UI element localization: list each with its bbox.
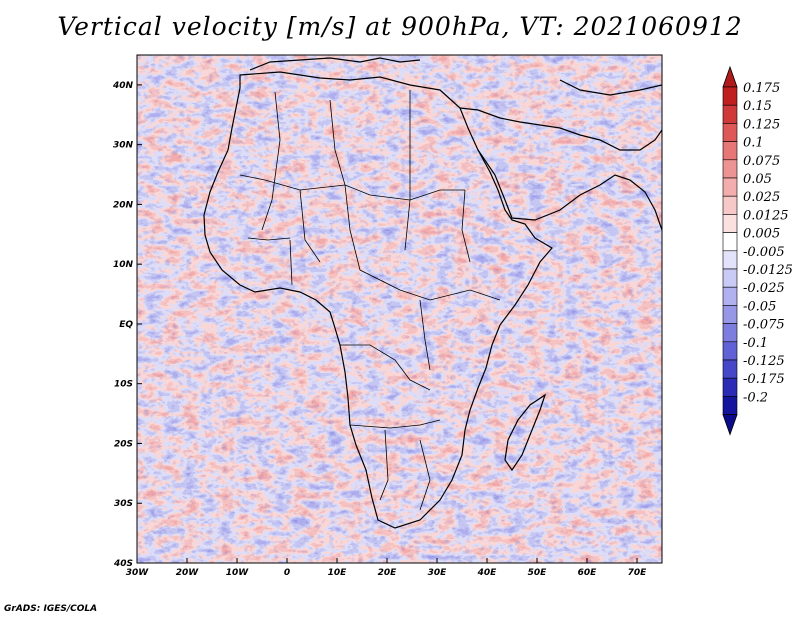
colorbar-swatch bbox=[722, 396, 738, 415]
colorbar-label: -0.075 bbox=[743, 318, 785, 333]
colorbar-swatch bbox=[722, 86, 738, 106]
colorbar-label: -0.005 bbox=[743, 245, 785, 260]
coastlines bbox=[203, 57, 662, 529]
colorbar-swatch bbox=[722, 177, 738, 197]
colorbar-label: -0.0125 bbox=[743, 263, 793, 278]
colorbar-swatch bbox=[722, 341, 738, 361]
chart-title: Vertical velocity [m/s] at 900hPa, VT: 2… bbox=[57, 12, 743, 41]
colorbar: 0.175 0.15 0.125 0.1 0.075 0.05 0.025 0.0125 0.0… bbox=[722, 65, 793, 436]
lat-label: EQ bbox=[119, 320, 133, 330]
colorbar-label: 0.0125 bbox=[743, 208, 789, 223]
footer-credit: GrADS: IGES/COLA bbox=[4, 604, 98, 614]
colorbar-label: 0.175 bbox=[743, 81, 780, 96]
colorbar-swatch bbox=[722, 359, 738, 379]
colorbar-label: 0.15 bbox=[743, 99, 772, 114]
map-frame bbox=[136, 54, 663, 564]
lon-label: 20E bbox=[378, 568, 398, 578]
lon-label: 20W bbox=[176, 568, 200, 578]
lon-label: 10W bbox=[226, 568, 250, 578]
lat-label: 40N bbox=[112, 81, 134, 91]
lat-label: 30S bbox=[114, 499, 133, 509]
colorbar-label: -0.1 bbox=[743, 336, 768, 351]
colorbar-swatch bbox=[722, 141, 738, 161]
colorbar-swatch bbox=[722, 377, 738, 397]
lon-label: 60E bbox=[578, 568, 598, 578]
velocity-field bbox=[137, 55, 662, 563]
colorbar-label: -0.05 bbox=[743, 299, 776, 314]
colorbar-label: 0.125 bbox=[743, 117, 780, 132]
colorbar-label: 0.1 bbox=[743, 136, 764, 151]
colorbar-label: 0.05 bbox=[743, 172, 772, 187]
colorbar-swatch bbox=[722, 286, 738, 306]
lat-label: 30N bbox=[113, 141, 134, 151]
lat-label: 20S bbox=[114, 439, 133, 449]
latitude-axis: 40N 30N 20N 10N EQ 10S 20S 30S 40S bbox=[112, 81, 142, 569]
colorbar-label: 0.025 bbox=[743, 190, 780, 205]
colorbar-swatch bbox=[722, 195, 738, 215]
lat-label: 10N bbox=[113, 260, 134, 270]
lon-label: 30W bbox=[126, 568, 150, 578]
colorbar-lower-arrow bbox=[722, 414, 738, 436]
lon-label: 0 bbox=[284, 568, 290, 578]
colorbar-label: 0.075 bbox=[743, 154, 780, 169]
colorbar-upper-arrow bbox=[722, 65, 738, 88]
colorbar-swatch bbox=[722, 305, 738, 324]
colorbar-label: -0.125 bbox=[743, 354, 785, 369]
lon-label: 10E bbox=[328, 568, 348, 578]
colorbar-swatch bbox=[722, 232, 738, 252]
colorbar-label: -0.2 bbox=[743, 390, 768, 405]
colorbar-swatch bbox=[722, 104, 738, 124]
colorbar-swatch bbox=[722, 250, 738, 270]
colorbar-swatch bbox=[722, 268, 738, 288]
colorbar-label: 0.005 bbox=[743, 227, 780, 242]
country-borders bbox=[239, 90, 501, 511]
colorbar-label: -0.025 bbox=[743, 281, 785, 296]
lon-label: 30E bbox=[428, 568, 448, 578]
colorbar-swatch bbox=[722, 123, 738, 142]
lat-label: 10S bbox=[114, 380, 133, 390]
longitude-axis: 30W 20W 10W 0 10E 20E 30E 40E 50E 60E 70E bbox=[126, 558, 647, 578]
lat-label: 20N bbox=[113, 200, 134, 210]
colorbar-swatch bbox=[722, 214, 738, 233]
lon-label: 70E bbox=[628, 568, 648, 578]
lat-label: 40S bbox=[113, 559, 133, 569]
colorbar-swatch bbox=[722, 159, 738, 179]
lon-label: 40E bbox=[477, 568, 498, 578]
colorbar-swatch bbox=[722, 323, 738, 343]
colorbar-label: -0.175 bbox=[743, 372, 785, 387]
lon-label: 50E bbox=[528, 568, 548, 578]
